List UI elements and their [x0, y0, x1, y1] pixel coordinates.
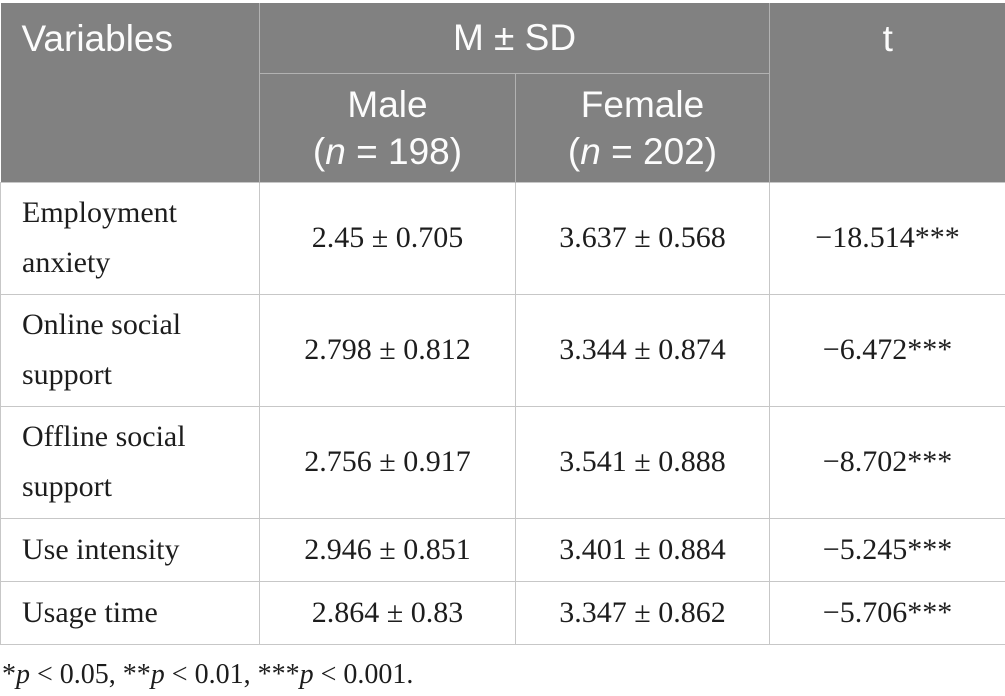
t-value-cell: −5.245*** [769, 517, 1005, 582]
male-sample-size: (n = 198) [312, 130, 463, 172]
col-header-t: t [769, 3, 1005, 182]
male-value-cell: 2.756 ± 0.917 [259, 405, 516, 519]
table-body: Employment anxiety 2.45 ± 0.705 3.637 ± … [0, 181, 1005, 645]
female-group-label: Female [580, 83, 705, 125]
t-value-cell: −8.702*** [769, 405, 1005, 519]
col-header-m-sd: M ± SD [259, 3, 770, 74]
table-row: Use intensity 2.946 ± 0.851 3.401 ± 0.88… [0, 517, 1005, 582]
table-row: Online social support 2.798 ± 0.812 3.34… [0, 293, 1005, 407]
table-row: Usage time 2.864 ± 0.83 3.347 ± 0.862 −5… [0, 580, 1005, 645]
female-sample-size: (n = 202) [567, 130, 718, 172]
variable-name-cell: Employment anxiety [0, 181, 260, 295]
male-value-cell: 2.798 ± 0.812 [259, 293, 516, 407]
table-row: Employment anxiety 2.45 ± 0.705 3.637 ± … [0, 181, 1005, 295]
table-row: Offline social support 2.756 ± 0.917 3.5… [0, 405, 1005, 519]
col-header-variables: Variables [0, 3, 260, 182]
male-value-cell: 2.45 ± 0.705 [259, 181, 516, 295]
t-value-cell: −5.706*** [769, 580, 1005, 645]
col-subheader-male: Male (n = 198) [259, 73, 516, 182]
female-value-cell: 3.637 ± 0.568 [515, 181, 770, 295]
gender-difference-table: Variables M ± SD t Male (n = 198) Female… [0, 3, 1005, 645]
table-header: Variables M ± SD t Male (n = 198) Female… [0, 3, 1005, 182]
header-row-subgroups: Male (n = 198) Female (n = 202) [1, 73, 1005, 182]
variable-name-cell: Use intensity [0, 517, 260, 582]
male-group-label: Male [347, 83, 428, 125]
t-value-cell: −18.514*** [769, 181, 1005, 295]
col-subheader-female: Female (n = 202) [515, 73, 770, 182]
header-row-groups: Variables M ± SD t [0, 3, 1005, 182]
female-value-cell: 3.541 ± 0.888 [515, 405, 770, 519]
variable-name-cell: Offline social support [0, 405, 260, 519]
female-value-cell: 3.401 ± 0.884 [515, 517, 770, 582]
significance-footnote: *p < 0.05, **p < 0.01, ***p < 0.001. [2, 658, 414, 690]
t-value-cell: −6.472*** [769, 293, 1005, 407]
variable-name-cell: Usage time [0, 580, 260, 645]
male-value-cell: 2.864 ± 0.83 [259, 580, 516, 645]
variable-name-cell: Online social support [0, 293, 260, 407]
female-value-cell: 3.344 ± 0.874 [515, 293, 770, 407]
male-value-cell: 2.946 ± 0.851 [259, 517, 516, 582]
female-value-cell: 3.347 ± 0.862 [515, 580, 770, 645]
